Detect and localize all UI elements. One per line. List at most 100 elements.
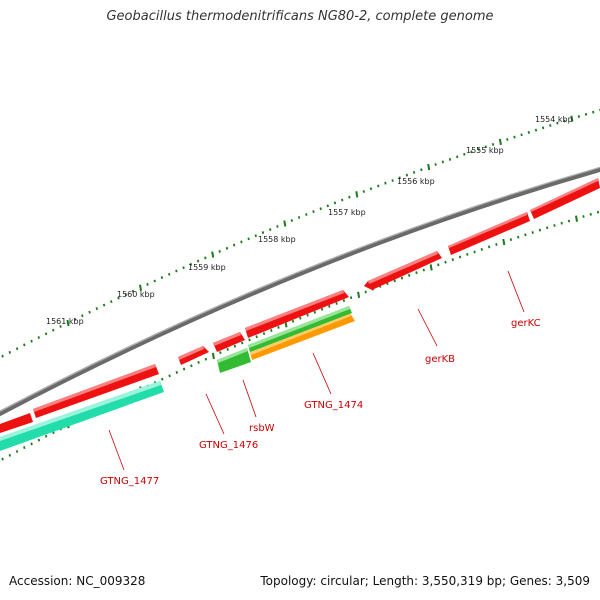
minor-tick xyxy=(538,228,542,232)
gene-red-arrow-4[interactable] xyxy=(245,290,349,338)
minor-tick xyxy=(8,350,11,354)
minor-tick xyxy=(190,364,193,368)
outer-scale-track xyxy=(1,108,600,358)
minor-tick xyxy=(466,252,469,256)
scale-label-1558: 1558 kbp xyxy=(258,235,296,244)
major-tick xyxy=(357,291,361,298)
minor-tick xyxy=(102,303,106,307)
major-tick xyxy=(283,220,287,227)
minor-tick xyxy=(400,276,404,280)
minor-tick xyxy=(226,347,229,351)
gene-label-GTNG_1474[interactable]: GTNG_1474 xyxy=(304,400,363,411)
minor-tick xyxy=(556,121,559,125)
minor-tick xyxy=(218,249,221,253)
minor-tick xyxy=(577,115,581,118)
minor-tick xyxy=(434,163,437,166)
gene-label-gerKC[interactable]: gerKC xyxy=(511,318,541,329)
minor-tick xyxy=(44,332,48,336)
major-tick xyxy=(211,352,215,360)
minor-tick xyxy=(219,351,222,355)
minor-tick xyxy=(364,290,367,294)
gene-gerKB-feature[interactable] xyxy=(448,212,530,255)
minor-tick xyxy=(320,307,324,311)
minor-tick xyxy=(233,243,236,247)
scale-label-1561: 1561 kbp xyxy=(46,317,84,326)
minor-tick xyxy=(1,457,4,461)
minor-tick xyxy=(408,273,411,277)
major-tick xyxy=(570,115,574,122)
minor-tick xyxy=(592,110,595,114)
minor-tick xyxy=(204,256,207,260)
gene-label-gerKB[interactable]: gerKB xyxy=(425,354,455,365)
minor-tick xyxy=(225,246,229,250)
gene-label-GTNG_1477[interactable]: GTNG_1477 xyxy=(100,476,159,487)
minor-tick xyxy=(168,272,171,276)
scale-label-1559: 1559 kbp xyxy=(188,263,226,272)
gene-label-rsbW[interactable]: rsbW xyxy=(249,423,275,434)
minor-tick xyxy=(73,317,77,321)
minor-tick xyxy=(513,135,516,139)
minor-tick xyxy=(153,279,156,283)
minor-tick xyxy=(393,279,396,283)
minor-tick xyxy=(44,434,48,438)
gene-GTNG_1477-feature[interactable] xyxy=(0,381,164,451)
minor-tick xyxy=(335,301,338,305)
gene-green-arrow-upper[interactable] xyxy=(248,306,352,352)
minor-tick xyxy=(458,255,462,259)
minor-tick xyxy=(59,325,62,328)
gene-GTNG_1474-feature[interactable] xyxy=(250,313,355,360)
minor-tick xyxy=(37,336,40,339)
minor-tick xyxy=(328,304,331,308)
forward-genes xyxy=(0,178,600,433)
minor-tick xyxy=(15,347,19,351)
gene-red-arrow-8[interactable] xyxy=(0,413,33,433)
minor-tick xyxy=(131,289,135,293)
minor-tick xyxy=(420,168,423,172)
minor-tick xyxy=(313,310,316,314)
minor-tick xyxy=(146,282,149,286)
major-tick xyxy=(211,251,215,258)
major-tick xyxy=(427,163,431,171)
minor-tick xyxy=(422,268,425,272)
minor-tick xyxy=(255,335,258,339)
gene-rsbW-feature[interactable] xyxy=(217,348,251,373)
minor-tick xyxy=(299,316,302,320)
minor-tick xyxy=(196,259,200,263)
gene-red-arrow-3[interactable] xyxy=(364,251,442,290)
minor-tick xyxy=(182,266,185,270)
minor-tick xyxy=(484,145,487,149)
minor-tick xyxy=(269,228,272,232)
major-tick xyxy=(66,319,70,327)
gene-red-arrow-5[interactable] xyxy=(213,332,245,352)
page-title: Geobacillus thermodenitrificans NG80-2, … xyxy=(106,9,494,24)
minor-tick xyxy=(95,307,98,311)
gene-red-arrow-7[interactable] xyxy=(33,364,159,418)
major-tick xyxy=(502,238,506,246)
minor-tick xyxy=(391,179,394,182)
minor-tick xyxy=(584,112,588,116)
gene-GTNG_1476-feature[interactable] xyxy=(178,346,209,365)
scale-label-1557: 1557 kbp xyxy=(328,208,366,217)
minor-tick xyxy=(110,300,113,304)
minor-tick xyxy=(546,226,549,230)
gene-label-GTNG_1476[interactable]: GTNG_1476 xyxy=(199,440,258,451)
minor-tick xyxy=(348,195,351,199)
gene-gerKC-feature[interactable] xyxy=(530,178,600,219)
minor-tick xyxy=(197,360,200,364)
minor-tick xyxy=(117,296,120,300)
minor-tick xyxy=(567,219,571,223)
minor-tick xyxy=(81,314,84,318)
minor-tick xyxy=(437,263,440,267)
minor-tick xyxy=(560,221,563,225)
minor-tick xyxy=(563,119,566,123)
minor-tick xyxy=(306,313,309,317)
minor-tick xyxy=(233,344,237,348)
minor-tick xyxy=(254,234,257,238)
genome-backbone xyxy=(0,166,600,417)
minor-tick xyxy=(509,238,513,242)
minor-tick xyxy=(549,124,552,127)
minor-tick xyxy=(175,269,178,273)
minor-tick xyxy=(495,243,498,246)
accession-text: Accession: NC_009328 xyxy=(9,574,146,588)
